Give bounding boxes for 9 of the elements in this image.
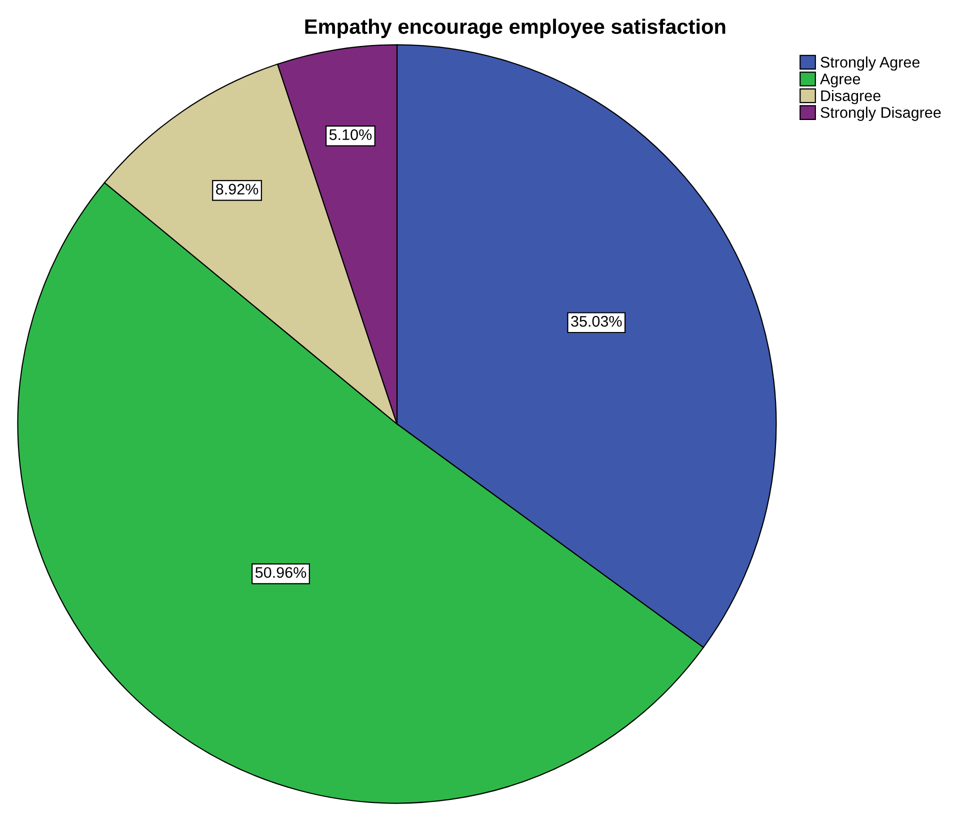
data-label: 8.92%: [216, 184, 258, 195]
legend-label: Strongly Agree: [820, 56, 920, 71]
data-label: 5.10%: [329, 129, 372, 140]
legend-label: Disagree: [821, 90, 880, 104]
legend-label: Strongly Disagree: [820, 106, 941, 121]
chart-title: Empathy encourage employee satisfaction: [305, 18, 726, 38]
data-label: 35.03%: [571, 316, 622, 327]
legend-label: Agree: [820, 74, 860, 88]
data-label: 50.96%: [255, 567, 306, 578]
